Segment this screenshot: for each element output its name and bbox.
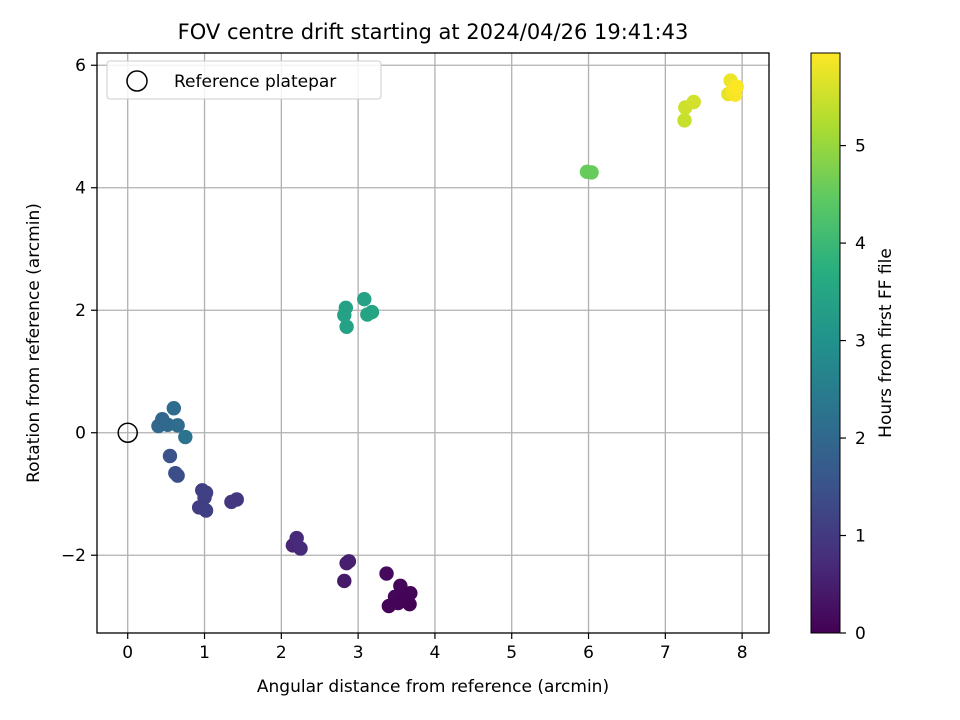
y-tick-label: 0: [75, 424, 86, 444]
data-point: [357, 292, 372, 307]
data-point: [379, 566, 394, 581]
legend-box: [106, 60, 382, 100]
y-tick-label: 2: [75, 301, 86, 321]
data-points: [151, 73, 744, 614]
x-tick-label: 8: [737, 643, 748, 663]
data-point: [166, 401, 181, 416]
y-tick-label: −2: [61, 546, 86, 566]
data-point: [364, 304, 380, 320]
data-point: [729, 79, 744, 94]
y-axis-ticks: −2 0 2 4 6: [61, 56, 97, 566]
x-tick-label: 4: [430, 643, 441, 663]
data-point: [337, 573, 352, 589]
x-tick-label: 6: [583, 643, 594, 663]
reference-platepar-marker: [117, 422, 138, 443]
data-point: [170, 418, 185, 433]
colorbar-tick-label: 2: [855, 429, 866, 449]
data-point: [198, 485, 214, 500]
x-tick-label: 7: [660, 643, 671, 663]
x-tick-label: 1: [199, 643, 210, 663]
x-tick-label: 0: [122, 643, 133, 663]
data-point: [402, 597, 417, 612]
colorbar-tick-label: 3: [855, 332, 866, 352]
data-point: [178, 429, 193, 445]
data-point: [198, 503, 214, 518]
data-point: [393, 578, 408, 594]
data-point: [584, 165, 599, 180]
colorbar-ticks: 0 1 2 3 4 5: [840, 137, 866, 644]
data-point: [339, 319, 354, 334]
y-tick-label: 6: [75, 56, 86, 76]
chart-title: FOV centre drift starting at 2024/04/26 …: [178, 20, 689, 44]
data-point: [162, 448, 178, 464]
colorbar-tick-label: 4: [855, 234, 866, 254]
data-point: [686, 94, 701, 110]
reference-marker-layer: [117, 422, 138, 443]
data-point: [293, 541, 308, 556]
y-tick-label: 4: [75, 179, 86, 199]
data-point: [341, 554, 357, 569]
x-tick-label: 3: [353, 643, 364, 663]
colorbar-tick-label: 5: [855, 137, 866, 157]
data-point: [338, 300, 354, 315]
x-axis-label: Angular distance from reference (arcmin): [257, 677, 609, 697]
x-axis-ticks: 0 1 2 3 4 5 6 7 8: [122, 633, 748, 663]
legend-reference-marker: [126, 70, 148, 92]
colorbar-tick-label: 1: [855, 527, 866, 547]
colorbar: 0 1 2 3 4 5 Hours from first FF file: [810, 52, 896, 644]
data-point: [170, 468, 185, 483]
y-axis-label: Rotation from reference (arcmin): [24, 203, 44, 483]
colorbar-label: Hours from first FF file: [876, 248, 896, 438]
data-point: [403, 585, 418, 601]
data-point: [677, 113, 692, 128]
colorbar-gradient: [810, 52, 841, 634]
legend: Reference platepar: [106, 60, 382, 100]
colorbar-tick-label: 0: [855, 624, 866, 644]
x-tick-label: 5: [506, 643, 517, 663]
legend-entry-label: Reference platepar: [174, 72, 336, 92]
grid: [97, 53, 769, 633]
x-tick-label: 2: [276, 643, 287, 663]
data-point: [229, 492, 244, 507]
plot-frame: [96, 52, 770, 634]
